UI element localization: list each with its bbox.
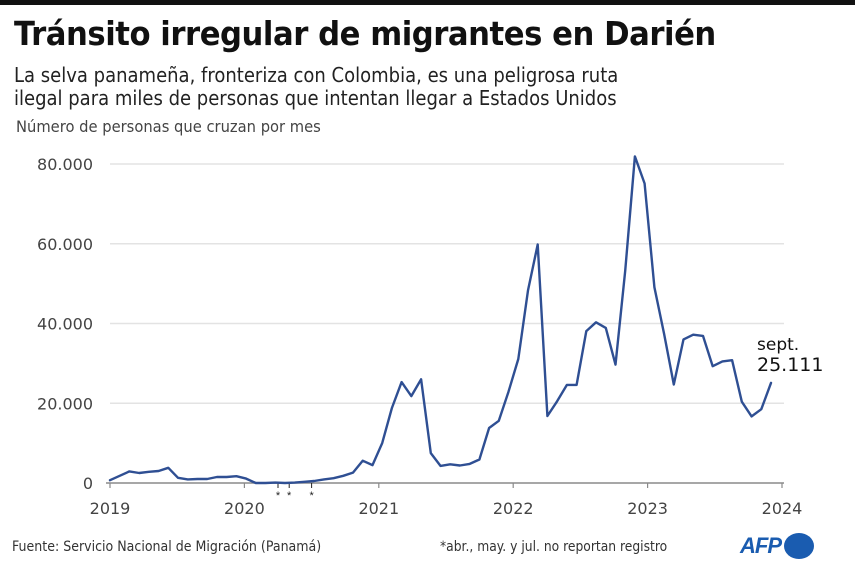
chart-title: Tránsito irregular de migrantes en Darié…	[14, 14, 716, 53]
missing-month-star: *	[287, 490, 292, 502]
x-tick-label: 2024	[762, 499, 803, 518]
annotation: sept.25.111	[757, 335, 823, 376]
missing-month-star: *	[276, 490, 281, 502]
annotation-month: sept.	[757, 335, 799, 355]
logo-circle-icon	[784, 533, 814, 559]
logo-text: AFP	[740, 533, 782, 558]
x-axis: 2019 2020 2021 2022 2023 2024	[90, 482, 803, 518]
subtitle-line-2: ilegal para miles de personas que intent…	[14, 86, 617, 110]
y-tick-label: 0	[83, 474, 93, 493]
missing-month-star: *	[309, 490, 314, 502]
series-line-path	[108, 155, 773, 485]
y-tick-label: 60.000	[37, 235, 93, 254]
x-tick-label: 2022	[493, 499, 534, 518]
series-line	[108, 155, 773, 485]
afp-logo: AFP	[740, 533, 814, 559]
footnote: *abr., may. y jul. no reportan registro	[440, 539, 668, 555]
annotation-value: 25.111	[757, 354, 823, 376]
chart-subtitle: La selva panameña, fronteriza con Colomb…	[14, 64, 618, 110]
y-tick-label: 40.000	[37, 315, 93, 334]
y-tick-label: 20.000	[37, 394, 93, 413]
y-tick-label: 80.000	[37, 155, 93, 174]
y-axis-label: Número de personas que cruzan por mes	[16, 117, 321, 136]
subtitle-line-1: La selva panameña, fronteriza con Colomb…	[14, 63, 619, 87]
source-note: Fuente: Servicio Nacional de Migración (…	[12, 539, 322, 555]
x-tick-label: 2023	[627, 499, 668, 518]
top-rule	[0, 0, 855, 5]
y-tick-labels: 0 20.000 40.000 60.000 80.000	[37, 155, 93, 493]
x-tick-label: 2019	[90, 499, 131, 518]
x-tick-label: 2020	[224, 499, 265, 518]
gridlines	[110, 163, 784, 404]
x-tick-label: 2021	[358, 499, 399, 518]
missing-month-markers: * * *	[276, 483, 314, 502]
